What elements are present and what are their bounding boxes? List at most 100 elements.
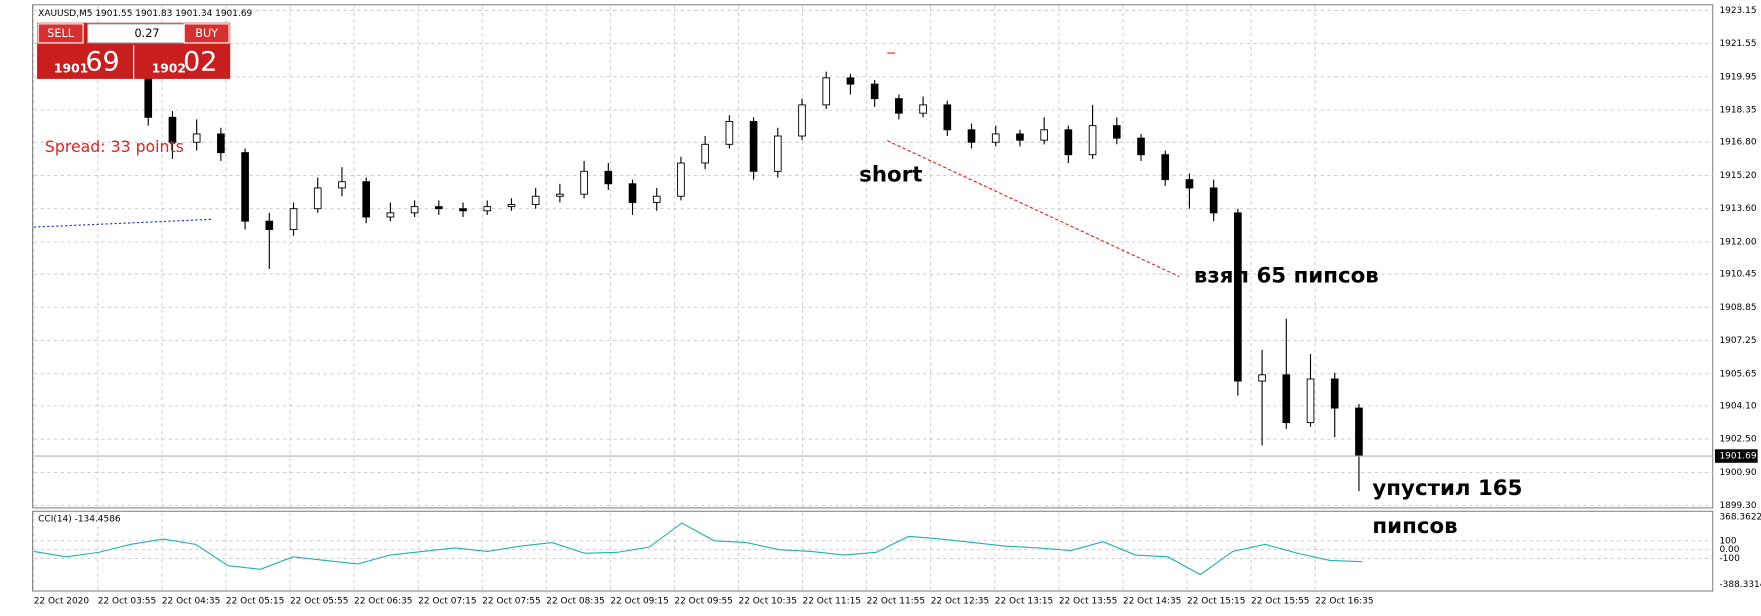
candle-body <box>701 143 709 164</box>
x-tick-label: 22 Oct 2020 <box>34 597 90 607</box>
x-tick-label: 22 Oct 15:55 <box>1251 597 1309 607</box>
x-tick-label: 22 Oct 04:35 <box>162 597 220 607</box>
x-tick-label: 22 Oct 15:15 <box>1187 597 1245 607</box>
candle-body <box>652 195 661 203</box>
indicator-tick-label: 368.3622 <box>1719 512 1761 522</box>
candle-body <box>628 183 637 203</box>
candle-body <box>168 116 177 143</box>
candle-body <box>1185 179 1194 189</box>
y-tick-label: 1915.20 <box>1719 171 1756 181</box>
candle-body <box>846 77 855 85</box>
annotation: пипсов <box>1372 514 1457 539</box>
x-tick-label: 22 Oct 09:55 <box>674 597 732 607</box>
grid <box>33 5 1713 590</box>
last-price-label: 1901.69 <box>1719 452 1756 462</box>
x-tick-label: 22 Oct 07:55 <box>482 597 540 607</box>
x-tick-label: 22 Oct 14:35 <box>1123 597 1181 607</box>
x-tick-label: 22 Oct 16:35 <box>1315 597 1373 607</box>
candle-body <box>556 193 564 197</box>
candle-body <box>1258 374 1266 382</box>
candle-body <box>677 162 685 197</box>
sell-label[interactable]: SELL <box>47 27 74 40</box>
annotation: упустил 165 <box>1372 476 1522 501</box>
candle-body <box>1064 129 1073 156</box>
candle-body <box>1330 378 1339 409</box>
y-tick-label: 1923.15 <box>1719 6 1756 16</box>
y-tick-label: 1900.90 <box>1719 468 1756 478</box>
candle-body <box>338 181 346 189</box>
candle-body <box>313 187 322 210</box>
chart-title: XAUUSD,M5 1901.55 1901.83 1901.34 1901.6… <box>38 9 252 19</box>
candle-body <box>386 212 395 218</box>
candle-body <box>1040 129 1048 141</box>
x-tick-label: 22 Oct 13:15 <box>995 597 1053 607</box>
candle-body <box>725 121 734 145</box>
candle-body <box>217 133 225 154</box>
candle-body <box>192 133 201 143</box>
marks <box>33 71 1713 576</box>
candle-body <box>1209 187 1218 214</box>
y-tick-label: 1919.95 <box>1719 72 1756 82</box>
y-tick-label: 1921.55 <box>1719 39 1756 49</box>
y-tick-label: 1899.30 <box>1719 501 1756 511</box>
x-tick-label: 22 Oct 06:35 <box>354 597 412 607</box>
x-tick-label: 22 Oct 11:15 <box>803 597 861 607</box>
candle-body <box>1306 378 1315 424</box>
buy-label[interactable]: BUY <box>195 27 218 40</box>
candle-body <box>1088 125 1097 156</box>
candle-body <box>459 208 467 212</box>
candle-body <box>1112 125 1121 139</box>
candle-body <box>289 208 298 230</box>
candle-body <box>895 98 903 114</box>
candle-body <box>1016 133 1024 141</box>
bid-big: 1901 <box>54 61 88 75</box>
candle-body <box>483 206 492 212</box>
indicator-tick-label: -388.3314 <box>1719 580 1761 590</box>
candle-body <box>531 195 540 205</box>
x-tick-label: 22 Oct 07:15 <box>418 597 476 607</box>
annotation: взял 65 пипсов <box>1194 264 1379 289</box>
spread: Spread: 33 points <box>45 137 184 156</box>
y-tick-label: 1918.35 <box>1719 106 1756 116</box>
trade-line <box>887 140 1180 278</box>
y-tick-label: 1916.80 <box>1719 138 1756 148</box>
ask-big: 1902 <box>152 61 186 75</box>
candle-body <box>943 104 952 131</box>
candle-body <box>580 170 588 195</box>
candle-body <box>241 152 249 222</box>
entry-line <box>33 218 214 228</box>
cci-line <box>33 522 1363 576</box>
candle-body <box>1234 212 1242 382</box>
candle-body <box>1355 407 1363 457</box>
bid-small: 69 <box>85 47 119 78</box>
candle-body <box>507 204 516 208</box>
candle-body <box>773 135 782 172</box>
candle-body <box>265 220 274 230</box>
candle-body <box>967 129 976 143</box>
x-tick-label: 22 Oct 10:35 <box>738 597 796 607</box>
x-tick-label: 22 Oct 03:55 <box>98 597 156 607</box>
candle-body <box>749 121 758 172</box>
candle-body <box>991 133 1000 143</box>
candle-body <box>144 77 153 118</box>
y-tick-label: 1908.85 <box>1719 303 1756 313</box>
lot-value[interactable]: 0.27 <box>134 27 159 40</box>
candle-body <box>1161 154 1170 181</box>
y-tick-label: 1913.60 <box>1719 204 1756 214</box>
x-tick-label: 22 Oct 09:15 <box>610 597 668 607</box>
x-tick-label: 22 Oct 13:55 <box>1059 597 1117 607</box>
price-panel <box>32 4 1714 509</box>
indicator-title: CCI(14) -134.4586 <box>38 515 121 525</box>
buy-button[interactable] <box>183 23 230 44</box>
indicator-tick-label: 100 <box>1719 536 1736 546</box>
annotation: short <box>859 162 922 187</box>
y-tick-label: 1902.50 <box>1719 435 1756 445</box>
y-tick-label: 1910.45 <box>1719 270 1756 280</box>
candle-body <box>410 206 419 214</box>
candle-body <box>870 83 879 100</box>
y-tick-label: 1905.65 <box>1719 369 1756 379</box>
x-tick-label: 22 Oct 08:35 <box>546 597 604 607</box>
sell-button[interactable] <box>37 23 84 44</box>
candle-body <box>1282 374 1291 424</box>
